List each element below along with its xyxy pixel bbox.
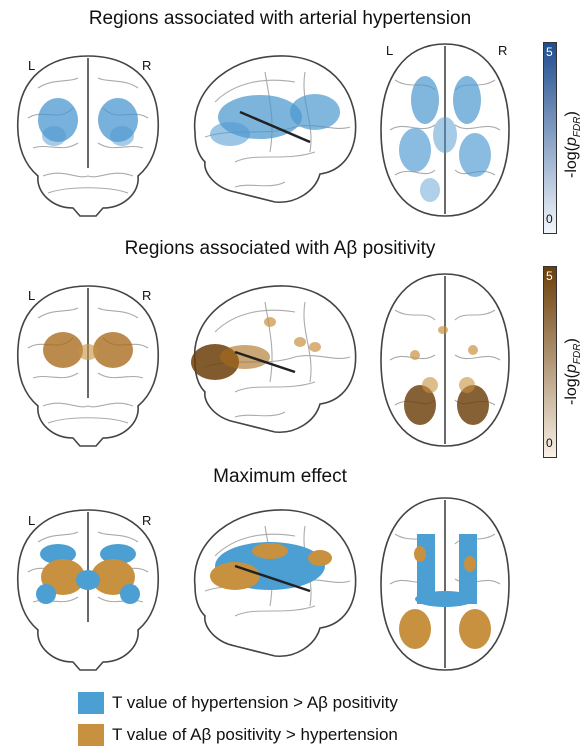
activation-blob bbox=[100, 544, 136, 564]
activation-blob bbox=[459, 377, 475, 393]
activation-blob bbox=[399, 128, 431, 172]
activation-blob bbox=[459, 133, 491, 177]
colorbar-abeta bbox=[543, 266, 557, 458]
activation-blob bbox=[438, 326, 448, 334]
activation-blob bbox=[468, 345, 478, 355]
activation-blob bbox=[410, 350, 420, 360]
left-hemisphere-label: L bbox=[28, 58, 36, 73]
colorbar-max-tick: 5 bbox=[546, 269, 553, 283]
activation-blob bbox=[464, 556, 476, 572]
activation-blob bbox=[399, 609, 431, 649]
activation-blob bbox=[457, 385, 489, 425]
left-hemisphere-label: L bbox=[28, 288, 36, 303]
coronal-brain-view-hypertension bbox=[16, 55, 160, 217]
activation-blob bbox=[453, 76, 481, 124]
activation-blob bbox=[43, 332, 83, 368]
activation-blob bbox=[93, 332, 133, 368]
right-hemisphere-label: R bbox=[142, 513, 152, 528]
activation-blob bbox=[290, 94, 340, 130]
activation-blob bbox=[309, 342, 321, 352]
activation-blob bbox=[264, 317, 276, 327]
right-hemisphere-label: R bbox=[142, 288, 152, 303]
right-hemisphere-label-axial: R bbox=[498, 43, 508, 58]
colorbar-min-tick: 0 bbox=[546, 212, 553, 226]
activation-blob bbox=[422, 377, 438, 393]
sagittal-brain-view-hypertension bbox=[193, 55, 357, 203]
panel-title-hypertension: Regions associated with arterial hyperte… bbox=[88, 8, 472, 29]
activation-blob bbox=[411, 76, 439, 124]
colorbar-min-tick: 0 bbox=[546, 436, 553, 450]
activation-blob bbox=[459, 609, 491, 649]
activation-blob bbox=[415, 591, 475, 607]
colorbar-hypertension bbox=[543, 42, 557, 234]
activation-blob bbox=[308, 550, 332, 566]
left-hemisphere-label-axial: L bbox=[386, 43, 394, 58]
panel-title-maximum-effect: Maximum effect bbox=[213, 466, 347, 487]
activation-blob bbox=[42, 126, 66, 146]
right-hemisphere-label: R bbox=[142, 58, 152, 73]
legend-swatch-abeta bbox=[78, 724, 104, 746]
activation-blob bbox=[110, 126, 134, 146]
axial-brain-view-maximum bbox=[380, 497, 510, 671]
activation-blob bbox=[120, 584, 140, 604]
activation-blob bbox=[76, 570, 100, 590]
coronal-brain-view-maximum bbox=[16, 509, 160, 671]
activation-blob bbox=[78, 344, 98, 360]
activation-blob bbox=[404, 385, 436, 425]
activation-blob bbox=[210, 122, 250, 146]
axial-brain-view-abeta bbox=[380, 273, 510, 447]
activation-blob bbox=[414, 546, 426, 562]
axial-brain-view-hypertension bbox=[380, 43, 510, 217]
activation-blob bbox=[433, 117, 457, 153]
colorbar-label: -log(pFDR) bbox=[563, 111, 584, 178]
legend-label-abeta: T value of Aβ positivity > hypertension bbox=[112, 725, 398, 744]
activation-blob bbox=[252, 543, 288, 559]
coronal-brain-view-abeta bbox=[16, 285, 160, 447]
left-hemisphere-label: L bbox=[28, 513, 36, 528]
legend-swatch-hypertension bbox=[78, 692, 104, 714]
legend-label-hypertension: T value of hypertension > Aβ positivity bbox=[112, 693, 398, 712]
activation-blob bbox=[220, 345, 270, 369]
activation-blob bbox=[40, 544, 76, 564]
activation-blob bbox=[420, 178, 440, 202]
activation-blob bbox=[294, 337, 306, 347]
sagittal-brain-view-abeta bbox=[191, 285, 357, 433]
activation-blob bbox=[36, 584, 56, 604]
colorbar-max-tick: 5 bbox=[546, 45, 553, 59]
sagittal-brain-view-maximum bbox=[193, 509, 357, 657]
colorbar-label: -log(pFDR) bbox=[563, 338, 584, 405]
panel-title-abeta: Regions associated with Aβ positivity bbox=[124, 238, 436, 259]
